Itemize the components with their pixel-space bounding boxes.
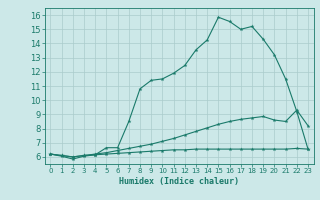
X-axis label: Humidex (Indice chaleur): Humidex (Indice chaleur): [119, 177, 239, 186]
